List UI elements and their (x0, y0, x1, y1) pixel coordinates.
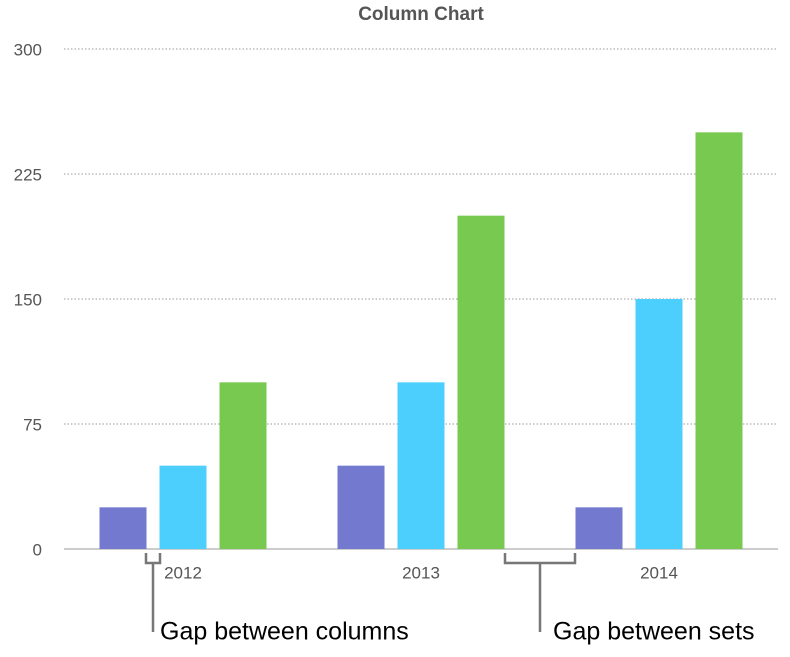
bar (397, 382, 445, 549)
y-tick-label: 225 (14, 165, 42, 184)
gap-bracket (144, 553, 162, 632)
x-tick-label: 2014 (640, 563, 678, 582)
bar (159, 465, 207, 549)
bar (695, 132, 743, 550)
bar (99, 507, 147, 549)
annotation: Gap between columns (160, 618, 409, 646)
y-tick-label: 300 (14, 40, 42, 59)
chart-title: Column Chart (358, 4, 484, 25)
bar (219, 382, 267, 549)
x-tick-label: 2013 (402, 563, 440, 582)
x-tick-label: 2012 (164, 563, 202, 582)
bar (575, 507, 623, 549)
bar (635, 299, 683, 549)
annotation: Gap between sets (553, 618, 755, 646)
bar (457, 215, 505, 549)
y-tick-label: 150 (14, 290, 42, 309)
gap-bracket (503, 553, 577, 632)
y-tick-label: 75 (23, 415, 42, 434)
bar (337, 465, 385, 549)
y-tick-label: 0 (33, 540, 42, 559)
